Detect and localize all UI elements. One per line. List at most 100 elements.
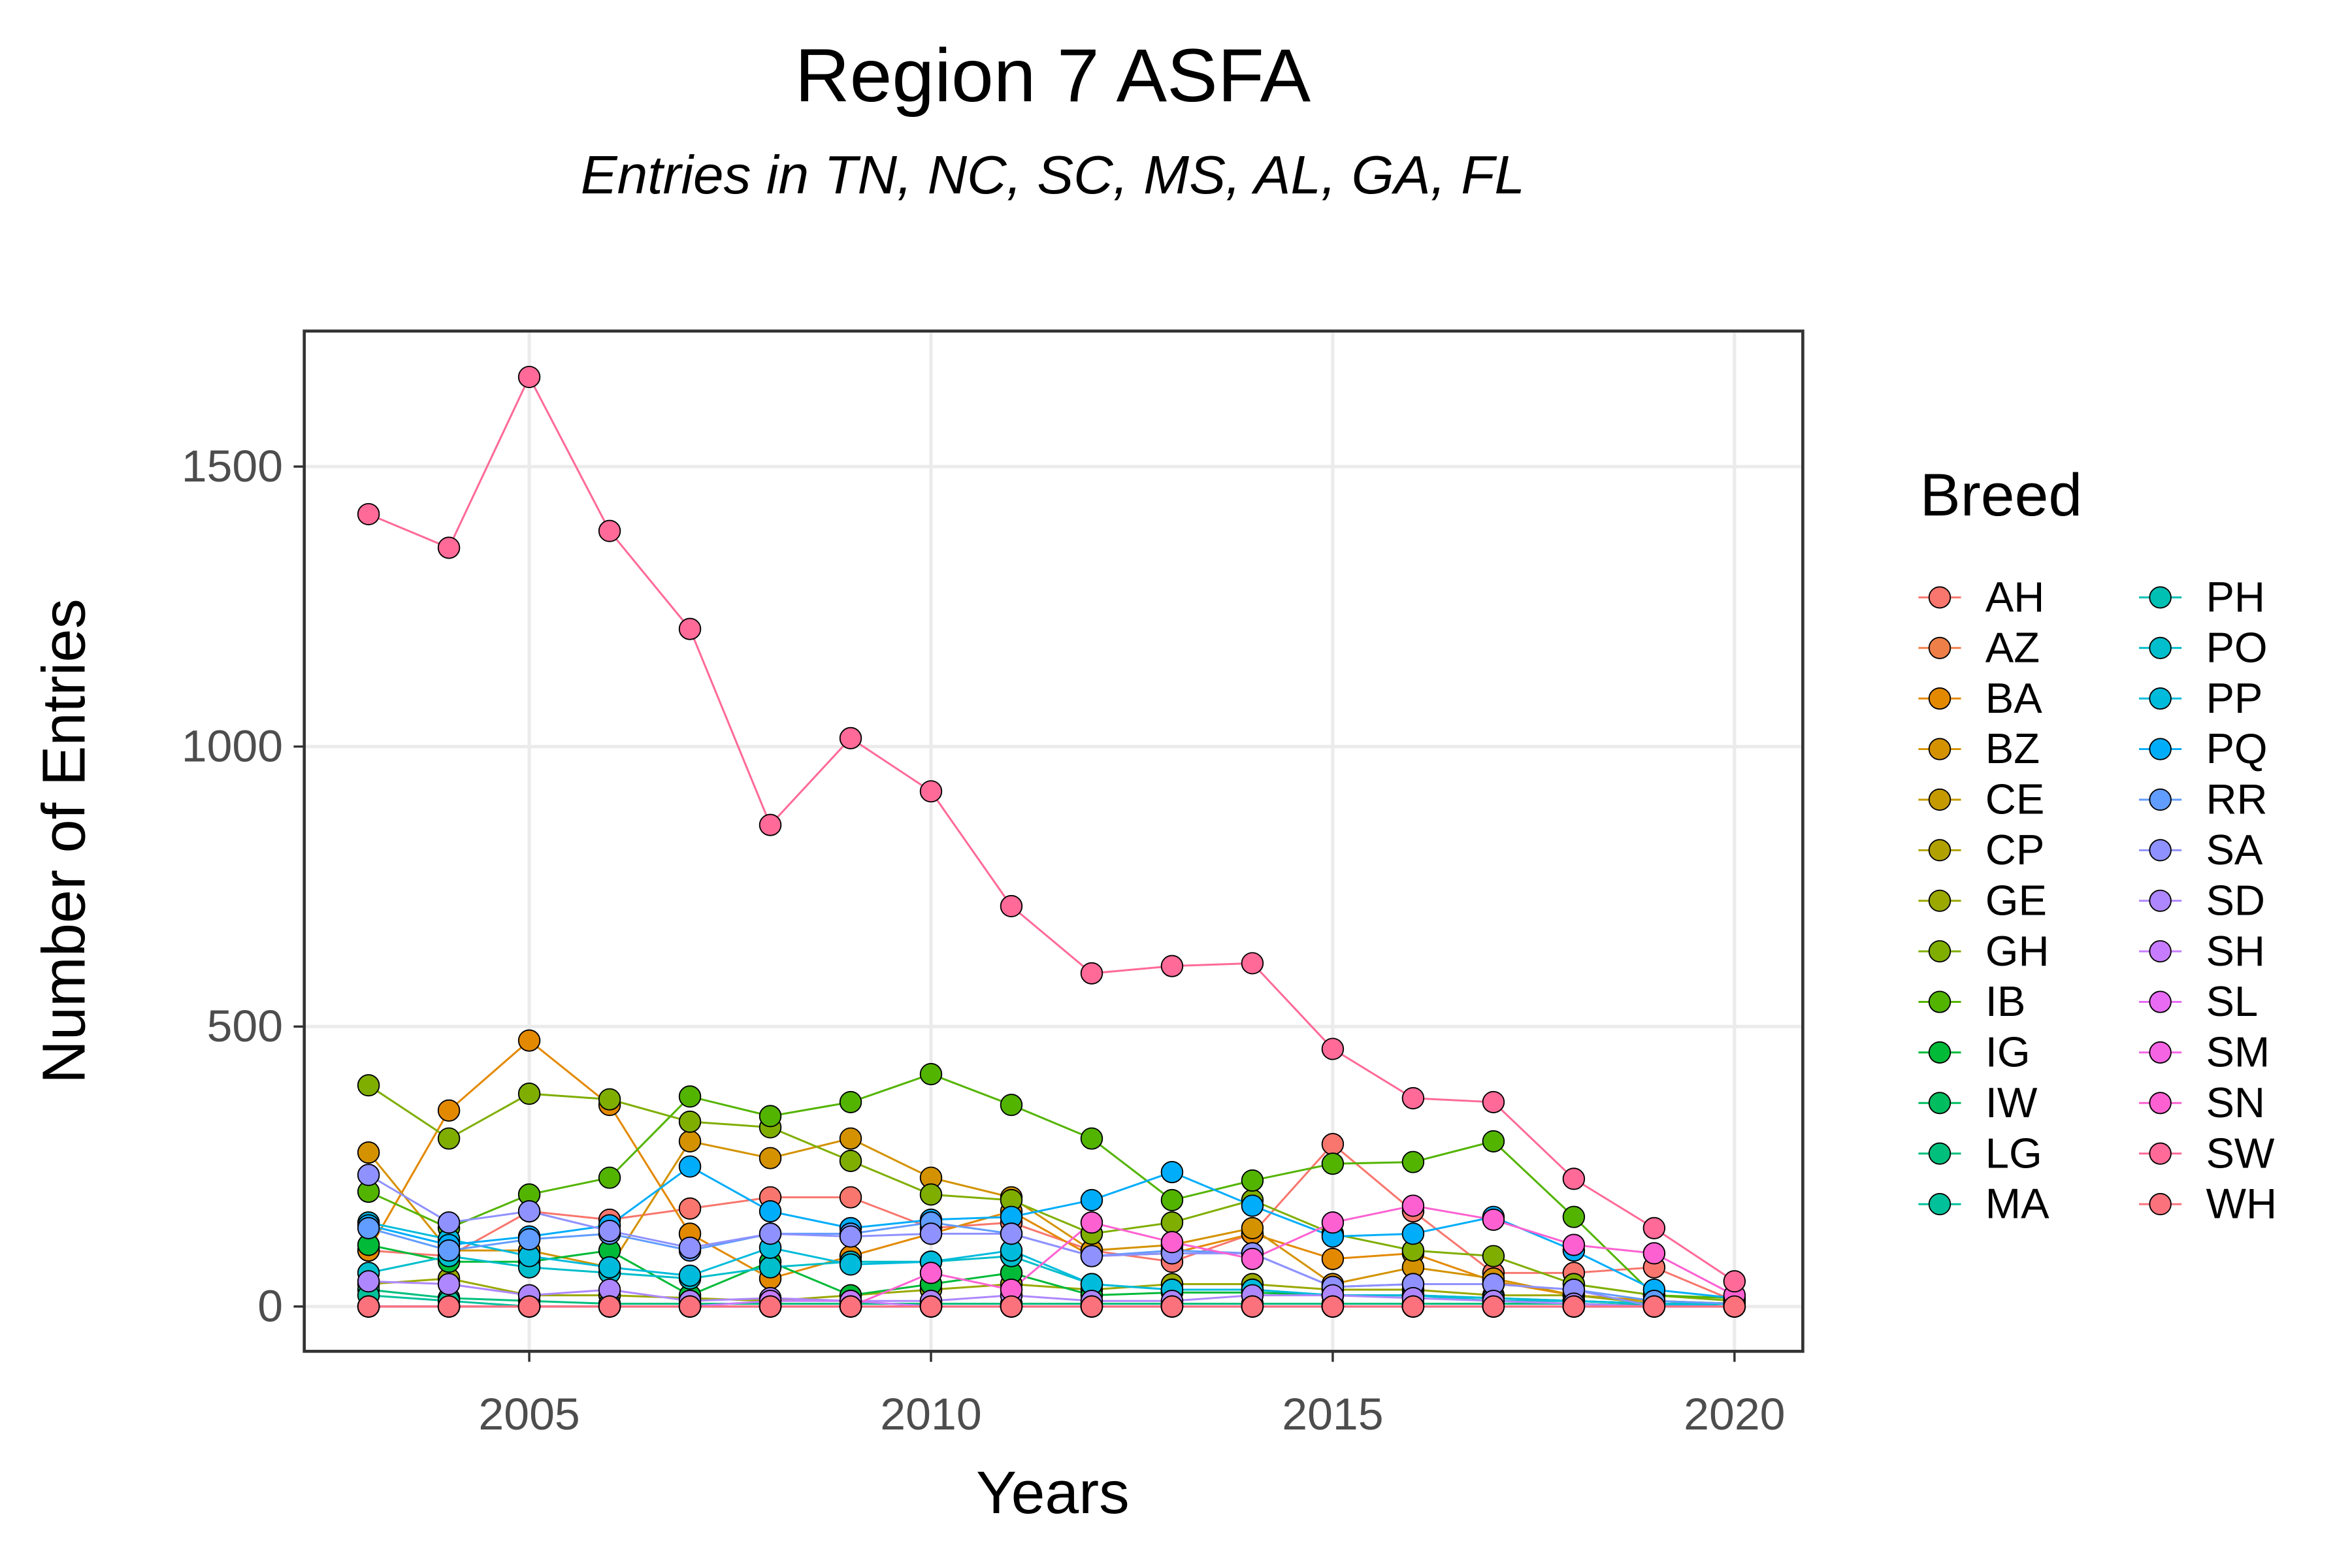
- data-point: [919, 1222, 943, 1245]
- x-axis-title: Years: [976, 1459, 1130, 1526]
- legend-label: BZ: [1985, 725, 2040, 773]
- data-point: [517, 1228, 541, 1250]
- data-point: [919, 1295, 943, 1318]
- data-point: [1401, 1151, 1425, 1173]
- data-point: [1723, 1270, 1746, 1293]
- data-point: [517, 1083, 541, 1105]
- legend-key-point: [1928, 788, 1952, 811]
- data-point: [678, 1110, 702, 1133]
- y-tick-label: 0: [257, 1281, 283, 1331]
- data-point: [839, 1090, 862, 1113]
- legend-key-point: [2149, 1092, 2172, 1115]
- data-point: [1562, 1168, 1586, 1190]
- legend-label: LG: [1985, 1130, 2042, 1177]
- legend-key-point: [2149, 990, 2172, 1013]
- series-line: [368, 1174, 1735, 1308]
- data-point: [839, 1295, 862, 1318]
- series-line: [367, 1039, 1735, 1305]
- data-point: [919, 780, 943, 803]
- data-point: [517, 1200, 541, 1223]
- data-point: [437, 536, 461, 559]
- data-point: [357, 1074, 380, 1097]
- data-point: [1321, 1295, 1345, 1318]
- series-line: [368, 374, 1735, 1282]
- data-point: [839, 727, 862, 749]
- data-point: [437, 1273, 461, 1296]
- y-tick-label: 500: [207, 1000, 284, 1051]
- legend-label: AH: [1985, 573, 2045, 621]
- data-point: [517, 1295, 541, 1318]
- legend-label: GH: [1985, 927, 2050, 975]
- legend-key-point: [2149, 839, 2172, 862]
- data-point: [1482, 1295, 1505, 1318]
- data-point: [598, 1088, 621, 1111]
- data-point: [1000, 1222, 1023, 1245]
- legend-label: BA: [1985, 674, 2043, 722]
- y-tick-label: 1500: [182, 440, 283, 491]
- data-point: [1482, 1130, 1505, 1152]
- series-line: [368, 1143, 1735, 1302]
- plot-border: [302, 329, 1805, 1353]
- data-point: [759, 1147, 782, 1169]
- legend-label: MA: [1985, 1180, 2050, 1228]
- data-point: [759, 1222, 782, 1245]
- data-point: [919, 1063, 943, 1086]
- data-point: [1080, 1211, 1103, 1234]
- data-point: [517, 1029, 541, 1052]
- legend-label: PO: [2206, 624, 2267, 672]
- data-point: [759, 813, 782, 836]
- data-point: [1080, 962, 1103, 985]
- data-point: [1642, 1295, 1666, 1318]
- data-point: [437, 1211, 461, 1234]
- data-point: [1241, 1295, 1264, 1318]
- data-point: [1160, 1231, 1184, 1254]
- legend-key-point: [2149, 940, 2172, 963]
- data-point: [1482, 1090, 1505, 1113]
- legend-label: PH: [2206, 573, 2265, 621]
- data-point: [839, 1186, 862, 1209]
- legend-label: SL: [2206, 977, 2258, 1025]
- data-point: [1401, 1086, 1425, 1109]
- series-line: [368, 1280, 1735, 1308]
- data-point: [598, 1256, 621, 1279]
- x-tick-label: 2005: [478, 1388, 580, 1439]
- legend-key-point: [1928, 738, 1952, 760]
- legend-label: SN: [2206, 1079, 2265, 1126]
- legend-key-point: [2149, 586, 2172, 609]
- data-point: [437, 1295, 461, 1318]
- legend-label: PP: [2206, 674, 2262, 722]
- data-point: [1241, 1217, 1264, 1239]
- legend-label: PQ: [2206, 725, 2267, 773]
- x-tick-label: 2015: [1282, 1388, 1383, 1439]
- data-point: [1241, 1247, 1264, 1270]
- data-point: [678, 617, 702, 640]
- legend-key-point: [1928, 839, 1952, 862]
- data-point: [357, 502, 380, 526]
- legend-label: IW: [1985, 1079, 2038, 1126]
- data-point: [759, 1200, 782, 1223]
- data-point: [1321, 1247, 1345, 1270]
- data-point: [839, 1127, 862, 1150]
- data-point: [1723, 1295, 1746, 1318]
- data-point: [1160, 1211, 1184, 1234]
- legend-key-point: [1928, 687, 1952, 710]
- data-point: [839, 1225, 862, 1248]
- data-point: [437, 1239, 461, 1262]
- legend-key-point: [1928, 1142, 1952, 1165]
- data-point: [1401, 1194, 1425, 1217]
- legend-title: Breed: [1920, 461, 2083, 528]
- data-point: [1241, 1169, 1264, 1192]
- x-tick-label: 2010: [880, 1388, 981, 1439]
- data-point: [1000, 1295, 1023, 1318]
- legend-label: CP: [1985, 826, 2045, 874]
- data-point: [598, 1166, 621, 1189]
- data-point: [1562, 1295, 1586, 1318]
- chart-subtitle: Entries in TN, NC, SC, MS, AL, GA, FL: [581, 144, 1525, 204]
- data-point: [1160, 1188, 1184, 1211]
- series-line: [368, 1288, 1735, 1308]
- data-point: [598, 519, 621, 542]
- data-point: [1321, 1152, 1345, 1175]
- legend-key-point: [1928, 636, 1952, 659]
- legend-label: RR: [2206, 776, 2267, 823]
- data-point: [1321, 1133, 1345, 1156]
